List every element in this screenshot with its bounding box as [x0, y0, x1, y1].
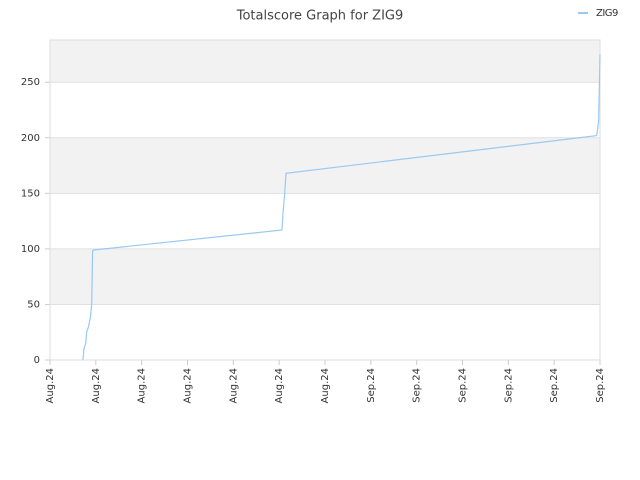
y-tick-label: 250 — [21, 77, 40, 88]
plot-band — [50, 248, 600, 305]
x-tick-label: Sep.24 — [549, 368, 560, 403]
x-tick-label: Aug.24 — [137, 368, 148, 403]
y-tick-label: 150 — [21, 188, 40, 199]
legend-label: ZIG9 — [596, 8, 618, 19]
x-tick-label: Sep.24 — [595, 368, 606, 403]
x-tick-label: Sep.24 — [458, 368, 469, 403]
y-tick-label: 100 — [21, 244, 40, 255]
x-tick-label: Aug.24 — [274, 368, 285, 403]
x-tick-label: Sep.24 — [503, 368, 514, 403]
chart-title: Totalscore Graph for ZIG9 — [236, 9, 404, 24]
y-tick-label: 200 — [21, 133, 40, 144]
y-tick-label: 50 — [27, 299, 40, 310]
plot-band — [50, 137, 600, 194]
x-tick-label: Aug.24 — [183, 368, 194, 403]
x-tick-label: Aug.24 — [320, 368, 331, 403]
plot-band — [50, 304, 600, 360]
x-tick-label: Aug.24 — [91, 368, 102, 403]
data-line — [82, 54, 601, 361]
x-tick-label: Aug.24 — [228, 368, 239, 403]
x-tick-label: Aug.24 — [45, 368, 56, 403]
x-tick-label: Sep.24 — [412, 368, 423, 403]
plot-band — [50, 40, 600, 83]
x-tick-label: Sep.24 — [366, 368, 377, 403]
y-tick-label: 0 — [34, 355, 40, 366]
plot-band — [50, 82, 600, 138]
plot-band — [50, 193, 600, 249]
